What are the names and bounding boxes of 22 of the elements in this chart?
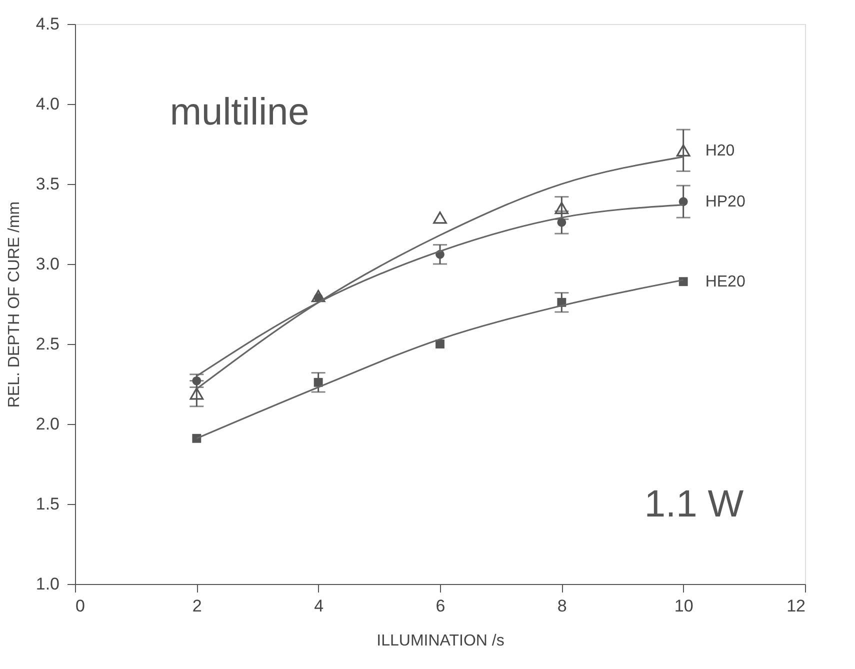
x-tick-label: 6 bbox=[436, 596, 446, 616]
y-tick-label: 3.0 bbox=[36, 254, 60, 274]
x-tick-label: 10 bbox=[674, 596, 694, 616]
series-label: HP20 bbox=[705, 194, 746, 211]
x-axis-title: ILLUMINATION /s bbox=[376, 632, 504, 650]
y-tick-label: 4.5 bbox=[36, 14, 60, 34]
x-tick-label: 2 bbox=[192, 596, 202, 616]
y-tick-label: 2.0 bbox=[36, 414, 60, 434]
annotation: multiline bbox=[170, 92, 310, 134]
x-tick-label: 4 bbox=[314, 596, 324, 616]
y-axis-title: REL. DEPTH OF CURE /mm bbox=[6, 201, 23, 408]
y-tick-label: 1.0 bbox=[36, 574, 60, 594]
y-tick-label: 2.5 bbox=[36, 334, 60, 354]
y-tick-label: 1.5 bbox=[36, 494, 60, 514]
series-label: HE20 bbox=[705, 274, 746, 291]
x-tick-label: 0 bbox=[76, 596, 85, 616]
series-label: H20 bbox=[705, 142, 735, 160]
annotation: 1.1 W bbox=[644, 484, 744, 526]
x-tick-label: 12 bbox=[786, 596, 806, 616]
y-tick-label: 4.0 bbox=[36, 94, 60, 114]
y-tick-label: 3.5 bbox=[36, 174, 60, 194]
x-tick-label: 8 bbox=[557, 596, 567, 616]
